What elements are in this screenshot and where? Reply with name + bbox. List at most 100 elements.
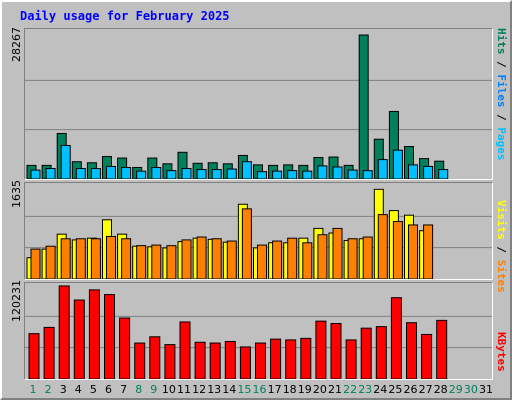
sites-bar xyxy=(287,237,298,279)
kbytes-bar xyxy=(345,339,357,379)
visits-sites-panel xyxy=(24,182,493,280)
files-bar xyxy=(75,168,86,179)
kbytes-bar xyxy=(300,337,312,379)
sites-bar xyxy=(181,239,192,279)
kbytes-bar xyxy=(134,342,146,379)
kbytes-bar xyxy=(149,336,161,379)
hits-ymax-label: 28267 xyxy=(10,27,23,62)
sites-bar xyxy=(211,238,222,279)
files-bar xyxy=(272,170,283,179)
files-bar xyxy=(287,170,298,179)
files-bar xyxy=(423,165,434,179)
sites-bar xyxy=(392,221,403,279)
files-bar xyxy=(45,168,56,179)
kbytes-bar xyxy=(406,322,417,379)
kbytes-bar xyxy=(43,326,55,379)
files-bar xyxy=(151,166,162,179)
sites-bar xyxy=(272,240,283,279)
kbytes-bar xyxy=(73,299,85,379)
day-tick-label: 14 xyxy=(222,383,237,396)
chart-title: Daily usage for February 2025 xyxy=(20,9,230,23)
files-bar xyxy=(30,169,41,179)
hits-bar xyxy=(358,34,369,179)
files-bar xyxy=(166,170,177,179)
day-tick-label: 30 xyxy=(463,383,478,396)
hits-bar xyxy=(373,138,384,179)
kbytes-bar xyxy=(255,342,266,379)
kbytes-bar xyxy=(421,333,433,379)
sites-bar xyxy=(106,235,116,279)
sites-bar xyxy=(362,236,373,279)
day-tick-label: 22 xyxy=(343,383,358,396)
kbytes-panel xyxy=(24,282,493,380)
day-tick-label: 12 xyxy=(192,383,207,396)
kbytes-bar xyxy=(58,285,70,379)
files-bar xyxy=(408,164,418,179)
kbytes-bar xyxy=(270,338,282,379)
files-bar xyxy=(377,159,388,179)
day-tick-label: 15 xyxy=(237,383,252,396)
sites-bar xyxy=(136,245,147,279)
day-tick-label: 8 xyxy=(135,383,143,396)
day-tick-label: 6 xyxy=(105,383,112,396)
kbytes-bar xyxy=(315,320,327,379)
sites-bar xyxy=(90,238,101,279)
sites-bar xyxy=(347,238,358,279)
sites-bar xyxy=(423,224,434,279)
sites-bar xyxy=(226,240,237,279)
files-bar xyxy=(241,161,252,179)
sites-bar xyxy=(241,208,252,279)
kbytes-bar xyxy=(209,342,221,379)
day-tick-label: 20 xyxy=(312,383,327,396)
visits-ymax-label: 1635 xyxy=(10,180,23,208)
kbytes-bar xyxy=(28,333,40,379)
files-bar xyxy=(181,168,192,179)
sites-bar xyxy=(257,244,267,279)
hits-files-pages-legend: Hits / Files / Pages xyxy=(495,28,508,161)
legend-entry: Files xyxy=(495,74,508,108)
sites-bar xyxy=(45,245,56,279)
sites-bar xyxy=(151,244,162,279)
visits-sites-legend: Visits / Sites xyxy=(495,200,508,293)
day-tick-label: 13 xyxy=(207,383,222,396)
kbytes-bar xyxy=(104,294,115,379)
legend-entry: / xyxy=(495,239,508,260)
day-tick-label: 11 xyxy=(177,383,191,396)
day-tick-label: 17 xyxy=(267,383,282,396)
files-bar xyxy=(302,170,313,179)
kbytes-bar xyxy=(330,322,342,379)
day-tick-label: 21 xyxy=(328,383,342,396)
sites-bar xyxy=(408,224,418,279)
day-tick-label: 3 xyxy=(59,383,67,396)
hits-bar xyxy=(177,151,188,179)
visits-sites-plot xyxy=(25,188,492,279)
files-bar xyxy=(226,168,237,179)
files-bar xyxy=(211,169,222,179)
files-bar xyxy=(392,149,403,179)
day-tick-label: 31 xyxy=(479,383,493,396)
day-tick-label: 1 xyxy=(29,383,37,396)
files-bar xyxy=(106,165,116,179)
legend-entry: / xyxy=(495,54,508,75)
sites-bar xyxy=(60,238,71,279)
day-tick-label: 4 xyxy=(74,383,82,396)
day-tick-label: 16 xyxy=(252,383,267,396)
sites-bar xyxy=(377,214,388,279)
sites-bar xyxy=(302,242,313,279)
kbytes-bar xyxy=(88,289,100,379)
legend-entry: Pages xyxy=(495,127,508,161)
files-bar xyxy=(136,170,147,179)
kbytes-bar xyxy=(436,319,448,379)
legend-entry: Visits xyxy=(495,200,508,240)
day-tick-label: 28 xyxy=(433,383,448,396)
sites-bar xyxy=(75,238,86,279)
day-tick-label: 5 xyxy=(89,383,97,396)
kbytes-bar xyxy=(360,327,372,379)
sites-bar xyxy=(317,234,328,279)
kbytes-bar xyxy=(194,341,206,379)
files-bar xyxy=(90,168,101,179)
files-bar xyxy=(317,165,328,179)
files-bar xyxy=(332,166,343,179)
kbytes-bar xyxy=(375,326,387,379)
sites-bar xyxy=(332,227,343,279)
